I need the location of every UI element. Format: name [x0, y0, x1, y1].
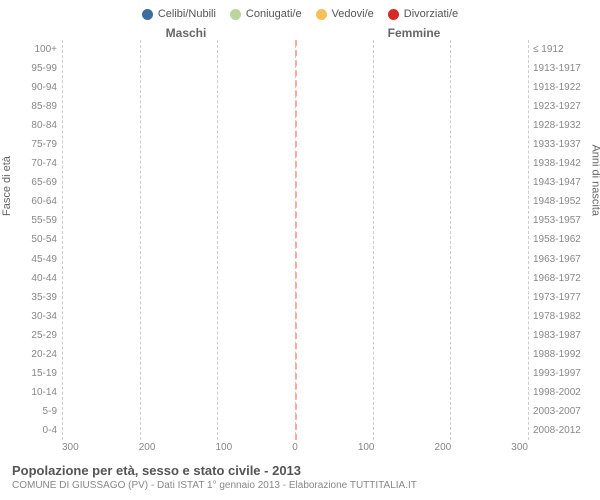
legend-item: Celibi/Nubili	[142, 8, 216, 20]
birth-year-label: 1953-1957	[533, 215, 588, 226]
x-tick: 0	[292, 442, 298, 453]
legend-dot	[388, 9, 399, 20]
y-axis-right: ≤ 1912 1913-1917 1918-1922 1923-1927 1928-19…	[528, 40, 588, 440]
birth-year-label: 2003-2007	[533, 406, 588, 417]
birth-year-label: 1978-1982	[533, 311, 588, 322]
x-tick: 300	[511, 442, 528, 453]
x-tick: 100	[358, 442, 375, 453]
age-label: 5-9	[12, 406, 57, 417]
age-label: 90-94	[12, 82, 57, 93]
legend-item: Coniugati/e	[230, 8, 302, 20]
age-label: 80-84	[12, 120, 57, 131]
legend-label: Divorziati/e	[404, 8, 458, 20]
x-axis: 300 200 100 0 100 200 300	[12, 442, 588, 453]
birth-year-label: 1938-1942	[533, 158, 588, 169]
gridline	[450, 40, 451, 440]
male-label: Maschi	[12, 26, 300, 40]
x-tick: 300	[62, 442, 79, 453]
birth-year-label: 1968-1972	[533, 273, 588, 284]
birth-year-label: 1963-1967	[533, 254, 588, 265]
plot-area: Fasce di età Anni di nascita 100+95-9990…	[12, 40, 588, 440]
age-label: 0-4	[12, 425, 57, 436]
birth-year-label: 1933-1937	[533, 139, 588, 150]
chart-subtitle: COMUNE DI GIUSSAGO (PV) - Dati ISTAT 1° …	[12, 480, 588, 491]
birth-year-label: 1988-1992	[533, 349, 588, 360]
legend-dot	[230, 9, 241, 20]
gridline	[62, 40, 63, 440]
gridline	[140, 40, 141, 440]
birth-year-label: 1948-1952	[533, 196, 588, 207]
y-axis-left-title: Fasce di età	[1, 156, 13, 216]
gridline	[373, 40, 374, 440]
age-label: 85-89	[12, 101, 57, 112]
age-label: 10-14	[12, 387, 57, 398]
center-line	[295, 40, 297, 440]
legend-dot	[142, 9, 153, 20]
birth-year-label: 1958-1962	[533, 234, 588, 245]
chart-legend: Celibi/Nubili Coniugati/e Vedovi/e Divorzia…	[12, 8, 588, 20]
birth-year-label: 1918-1922	[533, 82, 588, 93]
birth-year-label: 1998-2002	[533, 387, 588, 398]
age-label: 100+	[12, 44, 57, 55]
female-bars	[295, 40, 528, 440]
population-pyramid-chart: Celibi/Nubili Coniugati/e Vedovi/e Divorzia…	[0, 0, 600, 500]
x-tick: 200	[139, 442, 156, 453]
age-label: 50-54	[12, 234, 57, 245]
male-bars	[62, 40, 295, 440]
birth-year-label: ≤ 1912	[533, 44, 588, 55]
age-label: 65-69	[12, 177, 57, 188]
age-label: 30-34	[12, 311, 57, 322]
legend-item: Vedovi/e	[316, 8, 374, 20]
age-label: 55-59	[12, 215, 57, 226]
female-label: Femmine	[300, 26, 588, 40]
age-label: 45-49	[12, 254, 57, 265]
bars-area	[62, 40, 528, 440]
birth-year-label: 1993-1997	[533, 368, 588, 379]
gridline	[217, 40, 218, 440]
age-label: 25-29	[12, 330, 57, 341]
gender-labels: Maschi Femmine	[12, 26, 588, 40]
gridline	[528, 40, 529, 440]
legend-label: Vedovi/e	[332, 8, 374, 20]
chart-title: Popolazione per età, sesso e stato civil…	[12, 463, 588, 478]
birth-year-label: 1923-1927	[533, 101, 588, 112]
x-tick: 200	[435, 442, 452, 453]
y-axis-right-title: Anni di nascita	[590, 144, 600, 216]
birth-year-label: 1983-1987	[533, 330, 588, 341]
birth-year-label: 2008-2012	[533, 425, 588, 436]
age-label: 20-24	[12, 349, 57, 360]
birth-year-label: 1913-1917	[533, 63, 588, 74]
x-tick: 100	[215, 442, 232, 453]
legend-dot	[316, 9, 327, 20]
birth-year-label: 1973-1977	[533, 292, 588, 303]
age-label: 60-64	[12, 196, 57, 207]
age-label: 35-39	[12, 292, 57, 303]
legend-item: Divorziati/e	[388, 8, 458, 20]
age-label: 70-74	[12, 158, 57, 169]
age-label: 75-79	[12, 139, 57, 150]
birth-year-label: 1943-1947	[533, 177, 588, 188]
legend-label: Celibi/Nubili	[158, 8, 216, 20]
legend-label: Coniugati/e	[246, 8, 302, 20]
y-axis-left: 100+ 95-99 90-94 85-89 80-84 75-79 70-74 65-69 6…	[12, 40, 62, 440]
birth-year-label: 1928-1932	[533, 120, 588, 131]
age-label: 40-44	[12, 273, 57, 284]
age-label: 15-19	[12, 368, 57, 379]
age-label: 95-99	[12, 63, 57, 74]
